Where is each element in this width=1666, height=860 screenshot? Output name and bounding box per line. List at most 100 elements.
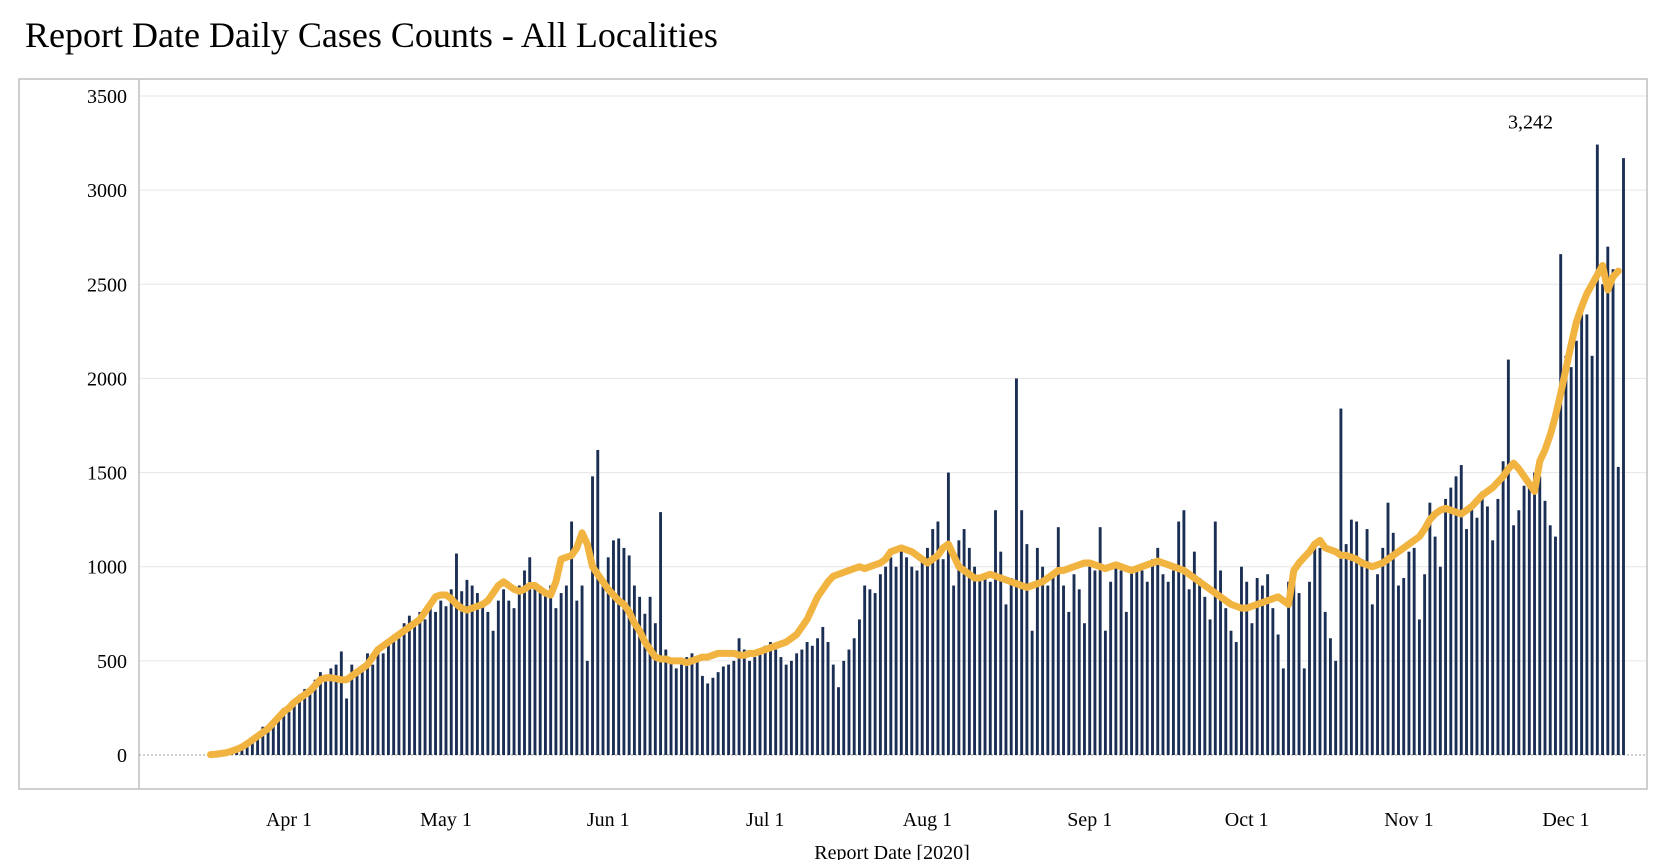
bar: [612, 540, 615, 755]
plot-border: [18, 78, 1648, 790]
bar: [292, 702, 296, 755]
bar: [528, 557, 532, 755]
bar: [632, 585, 636, 755]
bar: [1135, 570, 1139, 755]
bar: [810, 645, 814, 755]
bar: [1025, 544, 1029, 755]
bar: [967, 547, 971, 755]
bar: [282, 707, 286, 755]
y-tick-label: 1000: [87, 557, 127, 579]
bar: [1548, 525, 1552, 755]
bar: [339, 651, 343, 755]
bar: [695, 660, 699, 755]
bar: [638, 596, 642, 755]
bar: [1020, 510, 1024, 755]
bar: [847, 649, 851, 755]
bar: [1402, 578, 1406, 755]
bar: [1156, 547, 1160, 755]
bar: [1334, 660, 1338, 755]
bar: [570, 521, 574, 755]
bar: [1203, 596, 1207, 755]
bar: [905, 557, 908, 755]
bar: [376, 649, 380, 755]
y-tick-label: 2000: [87, 368, 127, 390]
bar: [1067, 611, 1071, 755]
bar: [1161, 574, 1165, 755]
bar: [680, 664, 683, 755]
bar: [868, 589, 872, 755]
bar: [1014, 378, 1018, 755]
bar: [1229, 630, 1233, 755]
bar: [502, 589, 506, 755]
bar: [1517, 510, 1521, 755]
bar: [601, 581, 605, 755]
bar: [517, 585, 521, 755]
bar: [1370, 604, 1374, 755]
bar: [648, 596, 652, 755]
bar: [1302, 668, 1306, 755]
bar: [915, 570, 919, 755]
bar: [957, 540, 961, 755]
x-tick-label: Sep 1: [1067, 809, 1112, 831]
bar: [721, 666, 725, 755]
bar: [988, 581, 992, 755]
bar: [664, 649, 668, 755]
bar: [523, 570, 526, 755]
bar: [1088, 566, 1092, 755]
bar: [1171, 570, 1175, 755]
bar: [1564, 355, 1568, 755]
bar: [1308, 581, 1311, 755]
bar: [449, 589, 453, 755]
bar: [805, 642, 809, 755]
bar: [475, 593, 479, 755]
bar: [418, 611, 422, 755]
bar: [470, 585, 474, 755]
bar: [250, 738, 254, 755]
bar: [261, 726, 265, 755]
bar: [1234, 642, 1238, 755]
bar: [763, 645, 767, 755]
bar: [753, 657, 757, 755]
bar: [700, 675, 704, 755]
bar: [455, 553, 458, 755]
y-tick-label: 3500: [87, 86, 127, 108]
bar: [266, 728, 270, 755]
bar: [737, 638, 741, 755]
bar: [350, 664, 354, 755]
bar: [1554, 536, 1557, 755]
bar: [1412, 547, 1416, 755]
bar: [1622, 158, 1625, 755]
bar: [1145, 581, 1149, 755]
bar: [240, 747, 244, 755]
bar: [559, 593, 563, 755]
annotations: 3,242: [1508, 112, 1553, 134]
bar: [256, 734, 260, 755]
bar: [1590, 355, 1594, 755]
bar: [1355, 521, 1359, 755]
bar: [1569, 367, 1573, 755]
bar: [606, 557, 610, 755]
bar: [653, 623, 657, 755]
bar: [277, 715, 280, 755]
bar: [486, 611, 490, 755]
bar: [1271, 608, 1275, 755]
bar: [1522, 485, 1526, 755]
bar: [1444, 498, 1448, 755]
bar: [1423, 574, 1427, 755]
bar: [952, 585, 956, 755]
bar: [439, 600, 443, 755]
bar: [878, 574, 882, 755]
bar: [1077, 589, 1081, 755]
bar: [685, 657, 689, 755]
bar: [543, 593, 547, 755]
x-axis-label: Report Date [2020]: [814, 842, 970, 860]
bar: [1130, 566, 1134, 755]
bar: [1072, 574, 1076, 755]
bar: [491, 630, 495, 755]
x-tick-label: Jul 1: [746, 809, 784, 831]
bar: [617, 538, 621, 755]
bar: [1098, 527, 1102, 755]
y-tick-label: 3000: [87, 180, 127, 202]
bar: [1616, 466, 1620, 755]
